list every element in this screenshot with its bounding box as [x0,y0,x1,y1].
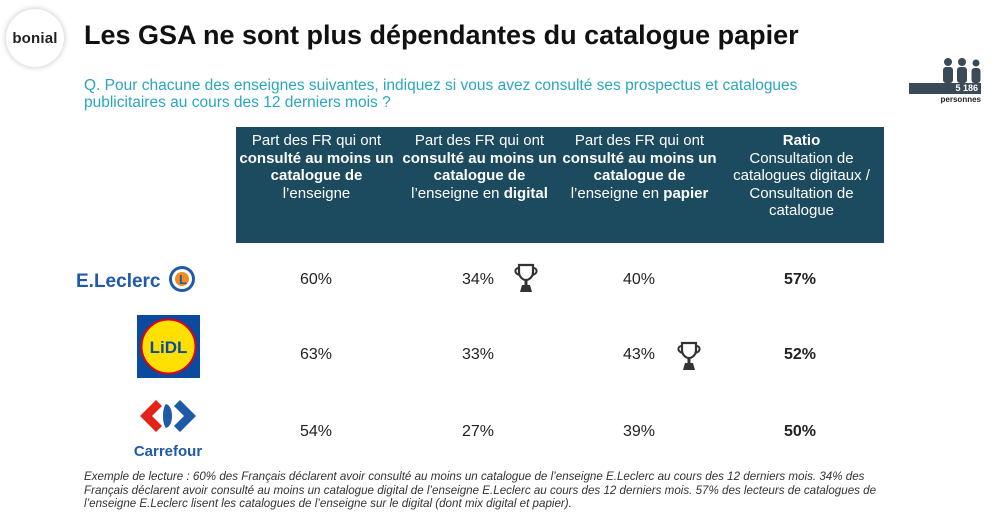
sample-count: 5 186 [909,83,981,94]
survey-question: Q. Pour chacune des enseignes suivantes,… [84,77,798,111]
carrefour-digital-value: 27% [461,423,495,440]
people-icon [943,58,981,83]
page-title: Les GSA ne sont plus dépendantes du cata… [84,20,799,50]
bonial-logo-text: bonial [12,29,58,47]
column-header-paper: Part des FR qui ont consulté au moins un… [562,132,717,202]
leclerc-ratio-value: 57% [783,271,817,288]
leclerc-consulted-value: 60% [299,271,333,288]
column-header-ratio: Ratio Consultation de catalogues digitau… [733,132,870,219]
lidl-consulted-value: 63% [299,346,333,363]
trophy-icon [677,341,701,370]
table-header: Part des FR qui ont consulté au moins un… [236,127,884,243]
sample-label: personnes [940,95,981,104]
carrefour-consulted-value: 54% [299,423,333,440]
carrefour-ratio-value: 50% [783,423,817,440]
lidl-logo-text: LiDL [150,338,188,357]
reading-example-footnote: Exemple de lecture : 60% des Français dé… [84,470,877,510]
lidl-logo: LiDL [137,315,200,378]
leclerc-logo-text: E.Leclerc [76,271,161,292]
leclerc-digital-value: 34% [461,271,495,288]
column-header-digital: Part des FR qui ont consulté au moins un… [402,132,557,202]
carrefour-logo: Carrefour [134,400,203,460]
lidl-digital-value: 33% [461,346,495,363]
lidl-paper-value: 43% [622,346,656,363]
carrefour-paper-value: 39% [622,423,656,440]
column-header-consulted: Part des FR qui ont consulté au moins un… [239,132,394,202]
leclerc-paper-value: 40% [622,271,656,288]
svg-text:L: L [179,272,187,287]
sample-size-badge: 5 186 personnes [909,55,981,107]
carrefour-logo-text: Carrefour [134,443,203,460]
leclerc-logo: E.Leclerc L [76,266,195,292]
trophy-icon [514,263,538,292]
bonial-logo: bonial [6,9,64,67]
lidl-ratio-value: 52% [783,346,817,363]
